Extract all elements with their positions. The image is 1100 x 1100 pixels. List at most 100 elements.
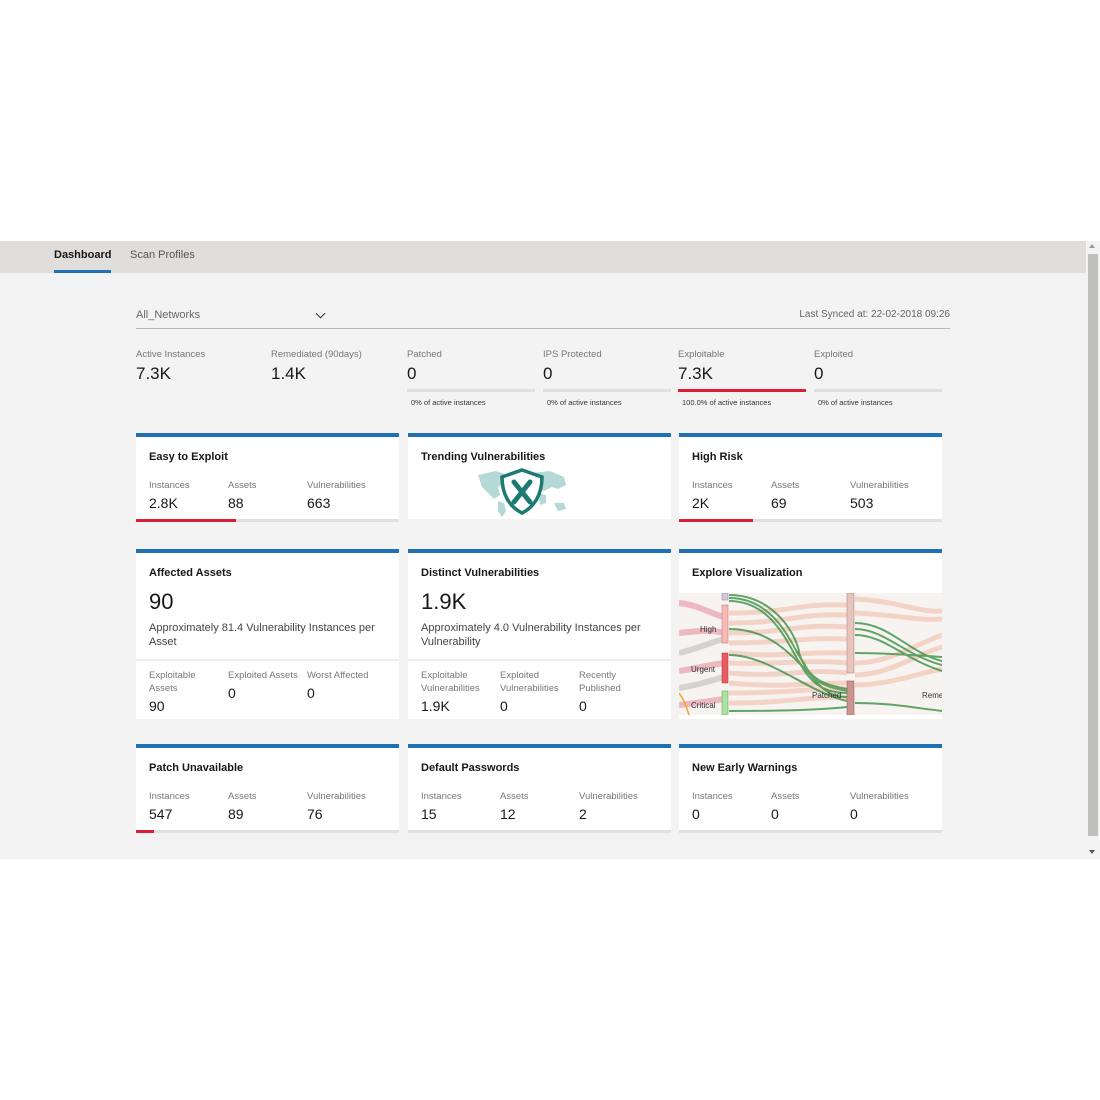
card-progress-bar (136, 830, 399, 833)
card-divider (408, 659, 671, 661)
metric-instances: Instances 2K (692, 480, 733, 511)
stat-label: Exploitable (678, 349, 725, 360)
network-dropdown-value: All_Networks (136, 309, 201, 321)
card-title: High Risk (692, 451, 743, 463)
parallel-sets-visualization[interactable]: High Urgent Critical Patched Reme (679, 593, 942, 715)
viz-label-urgent: Urgent (691, 665, 716, 674)
card-patch-unavailable[interactable]: Patch Unavailable Instances 547 Assets 8… (136, 744, 399, 833)
metric-vulnerabilities: Vulnerabilities 0 (850, 791, 909, 822)
stat-patched: Patched 0 0% of active instances (407, 349, 535, 407)
card-trending-vulnerabilities[interactable]: Trending Vulnerabilities (408, 433, 671, 519)
card-title: Easy to Exploit (149, 451, 228, 463)
stat-active-instances: Active Instances 7.3K (136, 349, 264, 384)
metric-instances: Instances 15 (421, 791, 462, 822)
tab-scan-profiles-label: Scan Profiles (130, 249, 195, 261)
stat-value: 0 (543, 364, 553, 383)
stat-value: 1.4K (271, 364, 306, 383)
network-dropdown[interactable]: All_Networks (136, 306, 330, 328)
last-synced-text: Last Synced at: 22-02-2018 09:26 (799, 309, 950, 320)
stat-value: 0 (814, 364, 824, 383)
flow-chart-graphic (679, 593, 942, 715)
metric-assets: Assets 89 (228, 791, 257, 822)
card-big-value: 1.9K (421, 589, 467, 614)
card-description: Approximately 4.0 Vulnerability Instance… (421, 622, 641, 648)
card-progress-bar (679, 830, 942, 833)
card-progress-bar (136, 519, 399, 522)
stat-value: 7.3K (136, 364, 171, 383)
tab-scan-profiles[interactable]: Scan Profiles (130, 241, 195, 273)
filter-row: All_Networks Last Synced at: 22-02-2018 … (136, 306, 950, 329)
stat-value: 0 (407, 364, 417, 383)
card-divider (136, 659, 399, 661)
metric-assets: Assets 0 (771, 791, 800, 822)
metric-worst-affected: Worst Affected 0 (307, 670, 369, 701)
metric-vulnerabilities: Vulnerabilities 503 (850, 480, 909, 511)
tab-bar: Dashboard Scan Profiles (0, 241, 1086, 273)
metric-recently-published: Recently Published 0 (579, 670, 621, 714)
stat-label: Exploited (814, 349, 854, 360)
card-title: Distinct Vulnerabilities (421, 567, 540, 579)
card-title: Affected Assets (149, 567, 232, 579)
metric-exploited-vulnerabilities: Exploited Vulnerabilities 0 (500, 670, 559, 714)
card-distinct-vulnerabilities[interactable]: Distinct Vulnerabilities 1.9K Approximat… (408, 549, 671, 719)
metric-exploited-assets: Exploited Assets 0 (228, 670, 298, 701)
metric-vulnerabilities: Vulnerabilities 76 (307, 791, 366, 822)
stat-exploitable: Exploitable 7.3K 100.0% of active instan… (678, 349, 806, 407)
card-title: Explore Visualization (692, 567, 803, 579)
card-affected-assets[interactable]: Affected Assets 90 Approximately 81.4 Vu… (136, 549, 399, 719)
card-title: Trending Vulnerabilities (421, 451, 546, 463)
stat-label: Patched (407, 349, 442, 360)
metric-vulnerabilities: Vulnerabilities 663 (307, 480, 366, 511)
stat-percent: 0% of active instances (411, 398, 486, 407)
dashboard-app: Dashboard Scan Profiles All_Networks Las… (0, 241, 1100, 859)
tab-dashboard[interactable]: Dashboard (54, 241, 112, 273)
card-title: New Early Warnings (692, 762, 798, 774)
summary-stats: Active Instances 7.3K Remediated (90days… (136, 349, 956, 409)
metric-assets: Assets 12 (500, 791, 529, 822)
stat-percent: 100.0% of active instances (682, 398, 772, 407)
viz-label-remediated: Reme (922, 691, 942, 700)
viz-label-patched: Patched (812, 691, 842, 700)
stat-value: 7.3K (678, 364, 713, 383)
card-big-value: 90 (149, 589, 174, 614)
card-title: Patch Unavailable (149, 762, 244, 774)
metric-instances: Instances 2.8K (149, 480, 190, 511)
active-tab-indicator (54, 270, 112, 273)
viz-label-critical: Critical (691, 701, 716, 710)
stat-exploited: Exploited 0 0% of active instances (814, 349, 942, 407)
scroll-thumb[interactable] (1088, 254, 1098, 836)
stat-percent: 0% of active instances (547, 398, 622, 407)
card-easy-to-exploit[interactable]: Easy to Exploit Instances 2.8K Assets 88… (136, 433, 399, 522)
stat-label: IPS Protected (543, 349, 602, 360)
chevron-down-icon (315, 308, 326, 319)
stat-label: Remediated (90days) (271, 349, 362, 360)
metric-exploitable-assets: Exploitable Assets 90 (149, 670, 196, 714)
shield-x-world-map-icon (478, 468, 566, 517)
metric-instances: Instances 0 (692, 791, 733, 822)
stat-percent: 0% of active instances (818, 398, 893, 407)
metric-assets: Assets 88 (228, 480, 257, 511)
tab-dashboard-label: Dashboard (54, 249, 112, 261)
card-title: Default Passwords (421, 762, 520, 774)
stat-ips-protected: IPS Protected 0 0% of active instances (543, 349, 671, 407)
metric-vulnerabilities: Vulnerabilities 2 (579, 791, 638, 822)
card-progress-bar (679, 519, 942, 522)
card-progress-bar (408, 830, 671, 833)
stat-progress-bar (543, 389, 671, 392)
card-description: Approximately 81.4 Vulnerability Instanc… (149, 622, 375, 648)
metric-exploitable-vulnerabilities: Exploitable Vulnerabilities 1.9K (421, 670, 480, 714)
scroll-up-arrow-icon[interactable] (1089, 244, 1095, 248)
card-high-risk[interactable]: High Risk Instances 2K Assets 69 Vulnera… (679, 433, 942, 522)
vertical-scrollbar[interactable] (1086, 241, 1100, 859)
stat-progress-bar (407, 389, 535, 392)
scroll-down-arrow-icon[interactable] (1089, 850, 1095, 854)
stat-label: Active Instances (136, 349, 206, 360)
card-explore-visualization[interactable]: Explore Visualization (679, 549, 942, 719)
metric-instances: Instances 547 (149, 791, 190, 822)
stat-progress-bar (814, 389, 942, 392)
card-default-passwords[interactable]: Default Passwords Instances 15 Assets 12… (408, 744, 671, 833)
metric-assets: Assets 69 (771, 480, 800, 511)
card-new-early-warnings[interactable]: New Early Warnings Instances 0 Assets 0 … (679, 744, 942, 833)
stat-remediated: Remediated (90days) 1.4K (271, 349, 399, 384)
stat-progress-bar (678, 389, 806, 392)
